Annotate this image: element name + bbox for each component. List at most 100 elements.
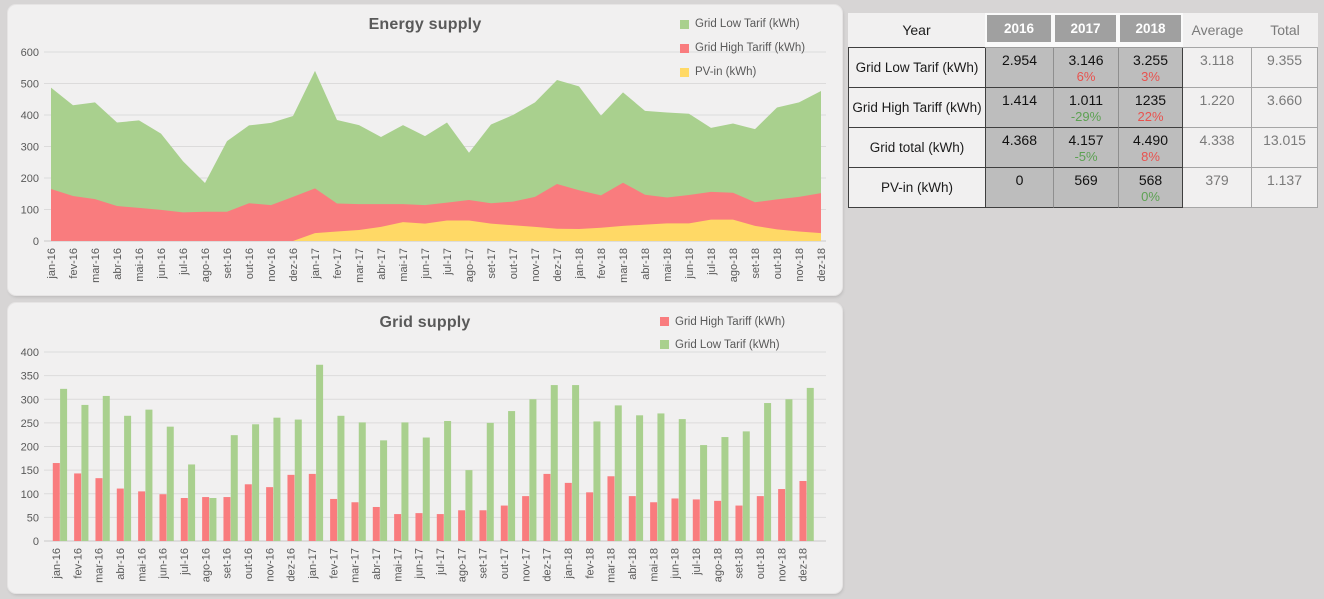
legend-swatch-icon — [680, 43, 689, 53]
svg-text:jan-18: jan-18 — [574, 248, 586, 280]
svg-text:dez-17: dez-17 — [552, 248, 564, 282]
svg-text:jun-17: jun-17 — [414, 548, 426, 580]
svg-text:out-16: out-16 — [244, 248, 256, 279]
legend-item: Grid High Tariff (kWh) — [660, 310, 785, 333]
svg-text:out-18: out-18 — [755, 548, 767, 579]
legend-label: Grid High Tariff (kWh) — [695, 42, 806, 54]
svg-text:ago-16: ago-16 — [200, 548, 212, 582]
svg-text:100: 100 — [21, 489, 39, 501]
legend-label: PV-in (kWh) — [695, 66, 757, 78]
cell-grid-total-2018: 4.490 8% — [1118, 128, 1183, 168]
svg-text:200: 200 — [21, 173, 39, 185]
svg-text:jan-16: jan-16 — [46, 248, 58, 280]
svg-text:jun-16: jun-16 — [156, 248, 168, 280]
svg-text:jun-17: jun-17 — [420, 248, 432, 280]
table-header-2017: 2017 — [1053, 13, 1118, 48]
row-label-grid-high-tariff: Grid High Tariff (kWh) — [848, 88, 985, 128]
cell-grid-low-average: 3.118 — [1183, 48, 1252, 88]
svg-text:jan-17: jan-17 — [310, 248, 322, 280]
svg-text:ago-18: ago-18 — [728, 248, 740, 282]
svg-text:jul-17: jul-17 — [435, 548, 447, 576]
svg-text:300: 300 — [21, 142, 39, 154]
legend-item: Grid High Tariff (kWh) — [680, 36, 805, 60]
svg-text:jan-16: jan-16 — [51, 548, 63, 580]
cell-grid-low-total: 9.355 — [1252, 48, 1318, 88]
svg-text:jan-17: jan-17 — [307, 548, 319, 580]
svg-text:500: 500 — [21, 79, 39, 91]
svg-text:nov-16: nov-16 — [266, 248, 278, 282]
svg-text:mar-18: mar-18 — [606, 548, 618, 583]
cell-grid-total-average: 4.338 — [1183, 128, 1252, 168]
svg-text:dez-18: dez-18 — [798, 548, 810, 582]
svg-text:jun-16: jun-16 — [158, 548, 170, 580]
cell-pv-2016: 0 — [985, 168, 1053, 208]
legend-label: Grid High Tariff (kWh) — [675, 315, 786, 328]
svg-text:jan-18: jan-18 — [563, 548, 575, 580]
grid-supply-bar-chart: 0 50 100 150 200 250 300 350 400 jan-16 fev-16 mar-… — [21, 347, 826, 583]
svg-text:set-18: set-18 — [750, 248, 762, 279]
cell-grid-low-2016: 2.954 — [985, 48, 1053, 88]
svg-text:mar-16: mar-16 — [94, 548, 106, 583]
svg-text:fev-16: fev-16 — [68, 248, 80, 279]
svg-text:mai-16: mai-16 — [136, 548, 148, 582]
svg-text:600: 600 — [21, 47, 39, 59]
cell-grid-total-2017: 4.157 -5% — [1053, 128, 1118, 168]
svg-text:fev-16: fev-16 — [72, 548, 84, 579]
row-label-pv-in: PV-in (kWh) — [848, 168, 985, 208]
svg-text:nov-18: nov-18 — [776, 548, 788, 582]
svg-text:mar-17: mar-17 — [350, 548, 362, 583]
legend-label: Grid Low Tarif (kWh) — [695, 18, 800, 30]
table-header-2018: 2018 — [1118, 13, 1183, 48]
svg-text:150: 150 — [21, 465, 39, 477]
bar-series-grid-low-tarif-kwh- — [60, 364, 814, 541]
svg-text:mai-17: mai-17 — [398, 248, 410, 282]
svg-text:mar-17: mar-17 — [354, 248, 366, 283]
svg-text:abr-17: abr-17 — [376, 248, 388, 280]
energy-supply-chart-card: Energy supply Grid Low Tarif (kWh) Grid H… — [8, 5, 842, 295]
svg-text:400: 400 — [21, 110, 39, 122]
cell-pv-2017: 569 — [1053, 168, 1118, 208]
y-axis-tick-labels: 0 100 200 300 400 500 600 — [21, 47, 39, 248]
svg-text:dez-16: dez-16 — [286, 548, 298, 582]
svg-text:nov-18: nov-18 — [794, 248, 806, 282]
cell-grid-high-2018: 1235 22% — [1118, 88, 1183, 128]
svg-text:0: 0 — [33, 236, 39, 248]
cell-grid-high-2016: 1.414 — [985, 88, 1053, 128]
svg-text:out-17: out-17 — [508, 248, 520, 279]
svg-text:nov-17: nov-17 — [530, 248, 542, 282]
table-header-average: Average — [1183, 13, 1252, 48]
cell-pv-total: 1.137 — [1252, 168, 1318, 208]
svg-text:abr-16: abr-16 — [115, 548, 127, 580]
svg-text:nov-17: nov-17 — [520, 548, 532, 582]
gridlines — [44, 351, 826, 542]
svg-text:fev-18: fev-18 — [596, 248, 608, 279]
svg-text:jul-18: jul-18 — [706, 248, 718, 276]
svg-text:mai-18: mai-18 — [648, 548, 660, 582]
cell-grid-total-total: 13.015 — [1252, 128, 1318, 168]
area-series-pv-in-kwh- — [51, 219, 821, 241]
svg-text:set-17: set-17 — [478, 548, 490, 579]
svg-text:abr-16: abr-16 — [112, 248, 124, 280]
svg-text:mai-16: mai-16 — [134, 248, 146, 282]
svg-text:fev-17: fev-17 — [332, 248, 344, 279]
svg-text:50: 50 — [27, 512, 39, 524]
svg-text:jun-18: jun-18 — [670, 548, 682, 580]
svg-text:out-16: out-16 — [243, 548, 255, 579]
svg-text:set-17: set-17 — [486, 248, 498, 279]
legend-swatch-icon — [680, 67, 689, 77]
row-label-grid-low-tarif: Grid Low Tarif (kWh) — [848, 48, 985, 88]
svg-text:0: 0 — [33, 536, 39, 548]
svg-text:mai-17: mai-17 — [392, 548, 404, 582]
svg-text:jul-16: jul-16 — [179, 548, 191, 576]
svg-text:abr-18: abr-18 — [640, 248, 652, 280]
svg-text:100: 100 — [21, 205, 39, 217]
svg-text:350: 350 — [21, 371, 39, 383]
yearly-summary-table: Year 2016 2017 2018 Average Total Grid L… — [848, 13, 1318, 208]
cell-grid-high-average: 1.220 — [1183, 88, 1252, 128]
energy-supply-area-chart: 0 100 200 300 400 500 600 jan-16 fev-16 mar-16 abr… — [21, 47, 828, 283]
y-axis-tick-labels: 0 50 100 150 200 250 300 350 400 — [21, 347, 39, 548]
svg-text:fev-18: fev-18 — [584, 548, 596, 579]
grid-supply-chart-card: Grid supply Grid High Tariff (kWh) Grid L… — [8, 303, 842, 593]
cell-grid-high-total: 3.660 — [1252, 88, 1318, 128]
